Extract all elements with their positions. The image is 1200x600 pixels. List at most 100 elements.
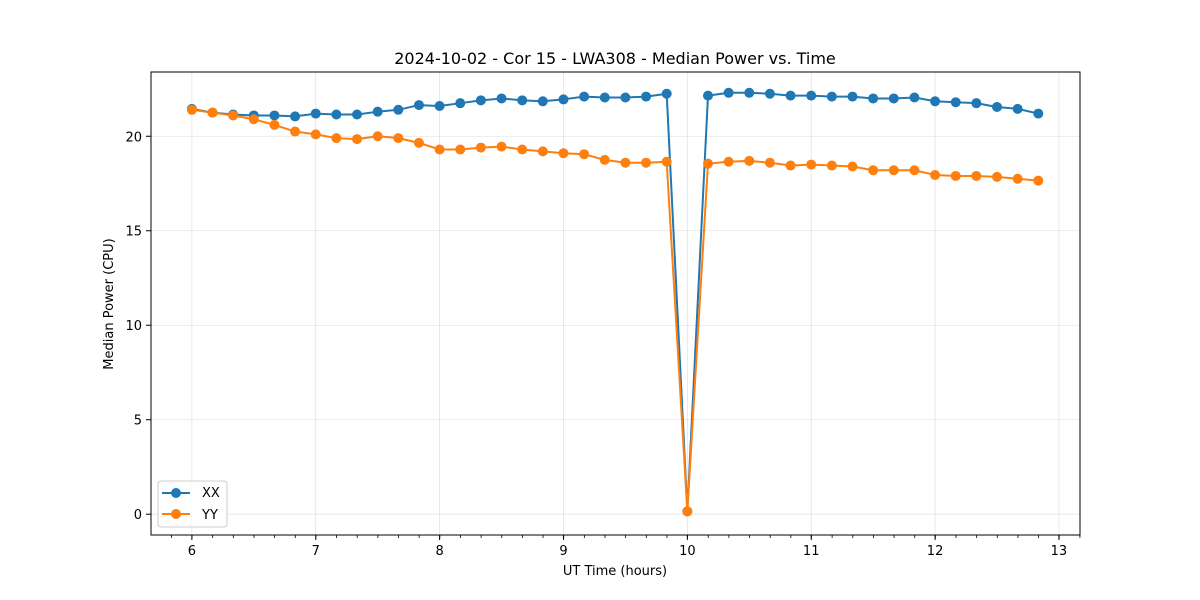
data-point-yy — [455, 144, 466, 155]
data-point-yy — [186, 104, 197, 115]
y-tick-label: 5 — [134, 414, 142, 429]
y-tick-label: 20 — [125, 130, 142, 145]
data-point-yy — [310, 129, 321, 140]
legend-marker-yy — [171, 509, 181, 519]
data-point-xx — [744, 87, 755, 98]
axis-ticks: 6 7 8 9 10 11 12 13 0 5 10 15 20 — [125, 130, 1081, 559]
data-point-xx — [1033, 108, 1044, 119]
data-point-yy — [971, 170, 982, 181]
data-point-xx — [434, 101, 445, 112]
data-point-yy — [682, 506, 693, 517]
data-point-yy — [413, 137, 424, 148]
data-point-xx — [310, 108, 321, 119]
chart-title: 2024-10-02 - Cor 15 - LWA308 - Median Po… — [394, 49, 836, 68]
data-point-xx — [826, 91, 837, 102]
data-point-yy — [1033, 175, 1044, 186]
y-tick-label: 15 — [125, 225, 142, 240]
data-point-xx — [909, 92, 920, 103]
y-tick-label: 0 — [134, 508, 142, 523]
series-yy — [186, 104, 1044, 517]
data-point-yy — [579, 149, 590, 160]
data-point-yy — [702, 158, 713, 169]
data-point-yy — [806, 159, 817, 170]
series-xx — [186, 87, 1044, 517]
data-point-xx — [1012, 103, 1023, 114]
data-point-xx — [537, 96, 548, 107]
x-tick-label: 10 — [679, 544, 696, 559]
data-point-yy — [228, 110, 239, 121]
data-point-xx — [888, 93, 899, 104]
data-point-xx — [950, 97, 961, 108]
data-point-xx — [992, 101, 1003, 112]
data-point-xx — [702, 90, 713, 101]
data-point-xx — [372, 106, 383, 117]
data-point-yy — [764, 157, 775, 168]
data-point-yy — [868, 165, 879, 176]
x-tick-label: 11 — [803, 544, 820, 559]
data-point-xx — [558, 94, 569, 105]
data-point-yy — [785, 160, 796, 171]
data-point-xx — [393, 104, 404, 115]
data-point-xx — [620, 92, 631, 103]
legend: XX YY — [157, 480, 228, 528]
y-tick-label: 10 — [125, 319, 142, 334]
data-point-yy — [517, 144, 528, 155]
legend-marker-xx — [171, 488, 181, 498]
data-point-xx — [806, 90, 817, 101]
plot-frame — [150, 71, 1081, 536]
data-point-xx — [517, 95, 528, 106]
data-point-xx — [764, 88, 775, 99]
data-point-yy — [661, 156, 672, 167]
x-tick-label: 13 — [1051, 544, 1068, 559]
data-point-xx — [723, 87, 734, 98]
data-point-yy — [950, 170, 961, 181]
data-point-xx — [641, 91, 652, 102]
data-point-yy — [475, 142, 486, 153]
data-point-yy — [723, 156, 734, 167]
data-point-yy — [847, 161, 858, 172]
data-point-yy — [826, 160, 837, 171]
x-tick-label: 7 — [312, 544, 320, 559]
x-axis-label: UT Time (hours) — [563, 564, 667, 579]
data-point-yy — [992, 171, 1003, 182]
data-point-yy — [1012, 173, 1023, 184]
data-point-xx — [868, 93, 879, 104]
data-point-yy — [558, 148, 569, 159]
data-point-xx — [290, 111, 301, 122]
y-axis-label: Median Power (CPU) — [102, 238, 117, 369]
data-point-xx — [269, 110, 280, 121]
data-point-yy — [372, 131, 383, 142]
data-point-yy — [930, 169, 941, 180]
x-tick-label: 6 — [188, 544, 196, 559]
data-point-xx — [413, 100, 424, 111]
legend-entry-yy: YY — [162, 508, 218, 523]
data-point-yy — [909, 165, 920, 176]
x-tick-label: 9 — [559, 544, 567, 559]
data-point-yy — [207, 107, 218, 118]
data-point-xx — [661, 88, 672, 99]
series-layer — [186, 87, 1044, 517]
data-point-yy — [248, 114, 259, 125]
data-point-yy — [744, 155, 755, 166]
x-tick-label: 8 — [435, 544, 443, 559]
data-point-xx — [930, 96, 941, 107]
grid — [151, 72, 1080, 535]
data-point-yy — [888, 165, 899, 176]
data-point-yy — [290, 126, 301, 137]
data-point-xx — [971, 98, 982, 109]
data-point-yy — [599, 154, 610, 165]
data-point-yy — [641, 157, 652, 168]
data-point-yy — [352, 134, 363, 145]
data-point-xx — [455, 98, 466, 109]
legend-label-yy: YY — [201, 508, 218, 523]
data-point-xx — [496, 93, 507, 104]
data-point-xx — [579, 91, 590, 102]
series-line-xx — [191, 91, 1039, 512]
data-point-yy — [620, 157, 631, 168]
data-point-xx — [331, 109, 342, 120]
data-point-yy — [393, 133, 404, 144]
data-point-xx — [785, 90, 796, 101]
legend-entry-xx: XX — [162, 486, 220, 501]
